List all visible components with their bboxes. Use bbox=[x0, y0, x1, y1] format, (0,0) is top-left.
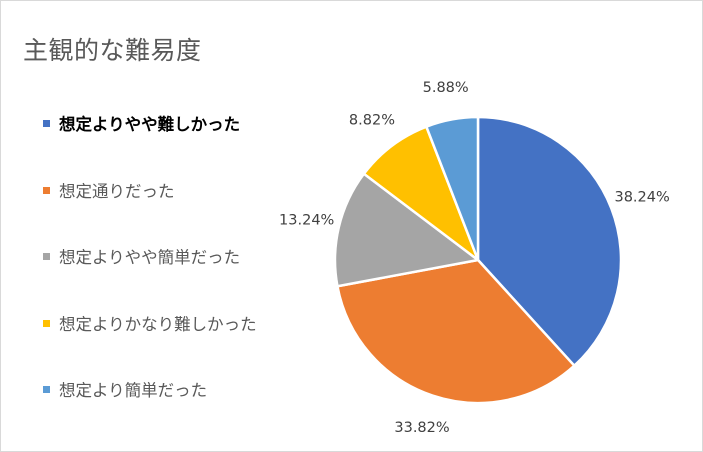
pie-slice-2[interactable] bbox=[336, 258, 576, 405]
legend-item-4[interactable]: 想定よりかなり難しかった bbox=[43, 311, 257, 335]
legend-item-3[interactable]: 想定よりやや簡単だった bbox=[43, 244, 240, 268]
legend-label: 想定通りだった bbox=[59, 182, 175, 201]
legend-label: 想定よりやや難しかった bbox=[59, 115, 241, 134]
data-label-2: 33.82% bbox=[394, 420, 449, 436]
legend-item-1[interactable]: 想定よりやや難しかった bbox=[43, 111, 240, 135]
chart-title: 主観的な難易度 bbox=[23, 36, 202, 65]
pie-slice-5[interactable] bbox=[425, 115, 480, 262]
legend-item-2[interactable]: 想定通りだった bbox=[43, 178, 175, 202]
legend-swatch bbox=[43, 385, 50, 393]
legend-swatch bbox=[43, 186, 50, 194]
legend-label: 想定より簡単だった bbox=[59, 381, 208, 400]
data-label-3: 13.24% bbox=[279, 213, 334, 229]
pie-slice-3[interactable] bbox=[333, 172, 480, 288]
legend-label: 想定よりかなり難しかった bbox=[59, 315, 257, 334]
legend-swatch bbox=[43, 252, 50, 260]
legend-swatch bbox=[43, 319, 50, 327]
legend-label: 想定よりやや簡単だった bbox=[59, 248, 241, 267]
data-label-4: 8.82% bbox=[349, 113, 395, 129]
data-label-1: 38.24% bbox=[614, 189, 669, 205]
data-label-5: 5.88% bbox=[423, 80, 469, 96]
legend-item-5[interactable]: 想定より簡単だった bbox=[43, 377, 207, 401]
legend-swatch bbox=[43, 119, 50, 127]
pie-slice-1[interactable] bbox=[476, 115, 623, 367]
